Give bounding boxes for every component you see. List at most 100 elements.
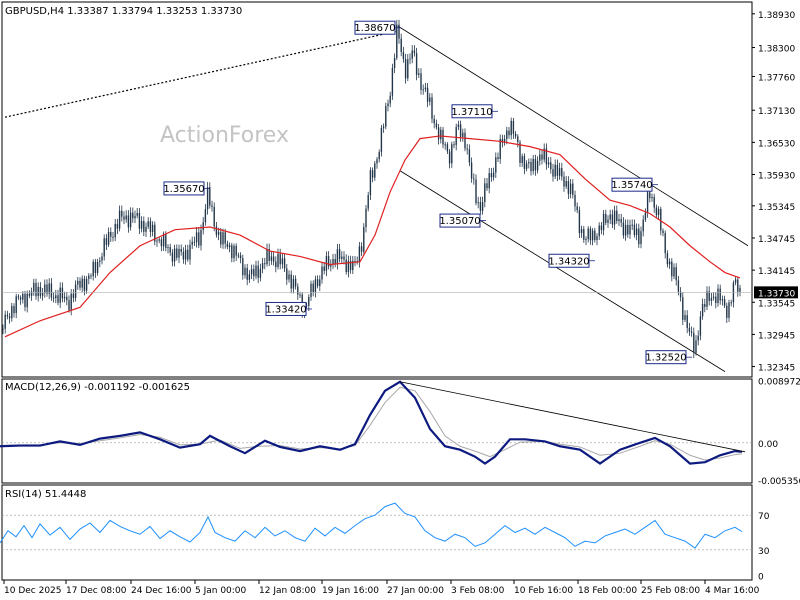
candle-body [402,51,405,60]
candle-body [211,205,213,207]
candle-body [50,283,53,298]
candle-body [453,144,455,146]
candle-body [371,170,374,178]
candle-body [259,268,262,278]
candle-body [268,249,270,261]
candle-body [602,213,605,231]
candle-body [629,225,631,235]
annotation-label: 1.34320 [548,256,589,267]
candle-body [396,24,398,58]
candle-body [367,195,369,209]
candle-body [532,158,534,172]
candle-body [407,59,409,79]
candle-body [253,269,255,277]
candle-body [156,240,158,242]
x-tick-label: 19 Jan 16:00 [322,586,379,596]
candle-body [404,59,407,79]
candle-body [341,256,343,259]
candle-body [382,126,385,128]
candle-body [664,233,666,254]
candle-body [693,332,695,353]
candle-body [59,287,61,303]
candle-body [378,151,380,160]
candle-body [552,169,554,177]
candle-body [486,183,488,189]
candle-body [270,256,273,261]
candle-body [477,202,479,204]
candle-body [343,256,345,260]
candle-body [338,249,341,259]
candle-body [556,164,559,176]
candle-body [239,255,242,259]
candle-body [387,103,389,107]
candle-body [624,224,627,236]
candle-body [534,158,537,171]
candle-body [360,246,363,252]
candle-body [574,194,576,207]
candle-body [90,275,92,277]
candle-body [706,291,708,307]
candle-body [464,132,466,149]
candle-body [242,258,244,276]
candle-body [151,224,154,232]
candle-body [600,225,603,231]
candle-body [442,129,444,145]
candle-body [541,154,543,160]
x-tick-label: 24 Dec 16:00 [131,586,192,596]
candle-body [638,228,640,245]
candle-body [162,233,165,247]
symbol-label: GBPUSD,H4 1.33387 1.33794 1.33253 1.3373… [5,6,242,17]
candle-body [297,286,299,295]
x-tick-label: 18 Feb 00:00 [578,586,637,596]
candle-body [30,291,33,296]
candle-body [596,236,598,240]
candle-body [605,213,607,223]
y-tick-label: 1.34745 [758,235,795,245]
candle-body [72,293,75,298]
candle-body [418,73,420,75]
candle-body [244,267,246,276]
candle-body [422,89,424,91]
candle-body [202,222,204,230]
watermark-text: ActionForex [160,123,289,148]
candle-body [191,241,193,245]
candle-body [310,283,312,297]
candle-body [506,130,508,139]
candle-body [332,259,334,265]
candle-body [726,305,728,318]
candle-body [55,295,57,299]
candle-body [200,229,202,246]
candle-body [682,297,684,320]
candle-body [37,286,39,297]
candle-body [631,224,633,226]
candle-body [193,241,196,243]
candle-body [576,206,578,211]
candle-body [105,238,108,245]
candle-body [314,279,317,293]
candle-body [24,293,26,308]
candle-body [488,173,490,189]
candle-body [358,246,361,263]
candle-body [466,148,468,150]
rsi-line [0,502,743,549]
candle-body [655,207,658,216]
candle-body [48,283,50,294]
candle-body [215,226,218,235]
candle-body [543,148,545,160]
candle-body [149,221,152,232]
candle-body [2,328,4,330]
candle-body [490,173,493,178]
candle-body [633,224,636,235]
candle-body [567,181,570,194]
candle-body [411,50,413,59]
candle-body [455,127,457,145]
macd-tick-label: -0.005356 [758,477,800,487]
candle-body [255,265,257,277]
candle-body [550,162,552,170]
candle-body [385,106,387,127]
candle-body [451,144,453,164]
candle-body [369,170,372,196]
candle-body [334,259,336,265]
price-annotation: 1.34320 [548,253,595,268]
candle-body [63,296,66,299]
